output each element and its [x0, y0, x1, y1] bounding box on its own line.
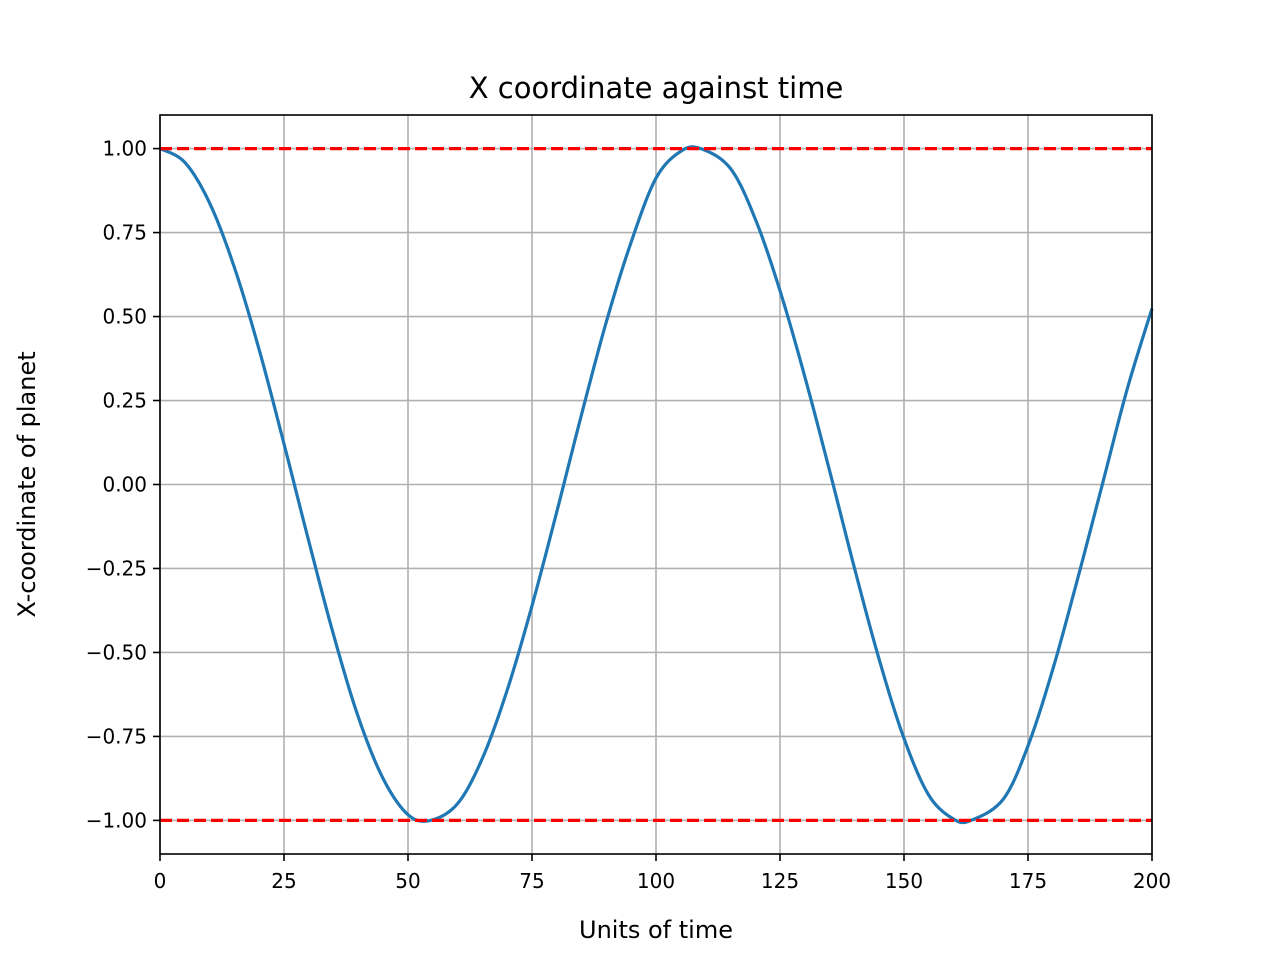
x-tick-label: 175	[1009, 869, 1047, 893]
y-tick-label: −1.00	[86, 808, 147, 832]
y-tick-label: −0.75	[86, 724, 147, 748]
x-tick-label: 0	[154, 869, 167, 893]
y-tick-label: −0.25	[86, 556, 147, 580]
y-tick-label: 0.00	[102, 473, 147, 497]
x-tick-label: 50	[395, 869, 420, 893]
x-tick-label: 150	[885, 869, 923, 893]
y-tick-label: 1.00	[102, 137, 147, 161]
x-tick-label: 125	[761, 869, 799, 893]
grid	[159, 115, 1153, 854]
y-tick-label: 0.50	[102, 305, 147, 329]
x-axis-title: Units of time	[579, 916, 733, 944]
x-tick-label: 200	[1133, 869, 1171, 893]
x-tick-label: 75	[519, 869, 544, 893]
y-tick-label: 0.75	[102, 221, 147, 245]
x-tick-label: 100	[637, 869, 675, 893]
y-axis-title: X-coordinate of planet	[13, 351, 41, 617]
series-layer	[159, 145, 1154, 825]
y-tick-label: 0.25	[102, 389, 147, 413]
y-tick-label: −0.50	[86, 640, 147, 664]
series-line	[159, 145, 1154, 825]
ticks: 0 25 50 75 100 125 150 175 200 1.00 0.75 0.50 0.25 0.…	[86, 137, 1171, 893]
x-tick-label: 25	[271, 869, 296, 893]
chart-title: X coordinate against time	[469, 71, 844, 105]
